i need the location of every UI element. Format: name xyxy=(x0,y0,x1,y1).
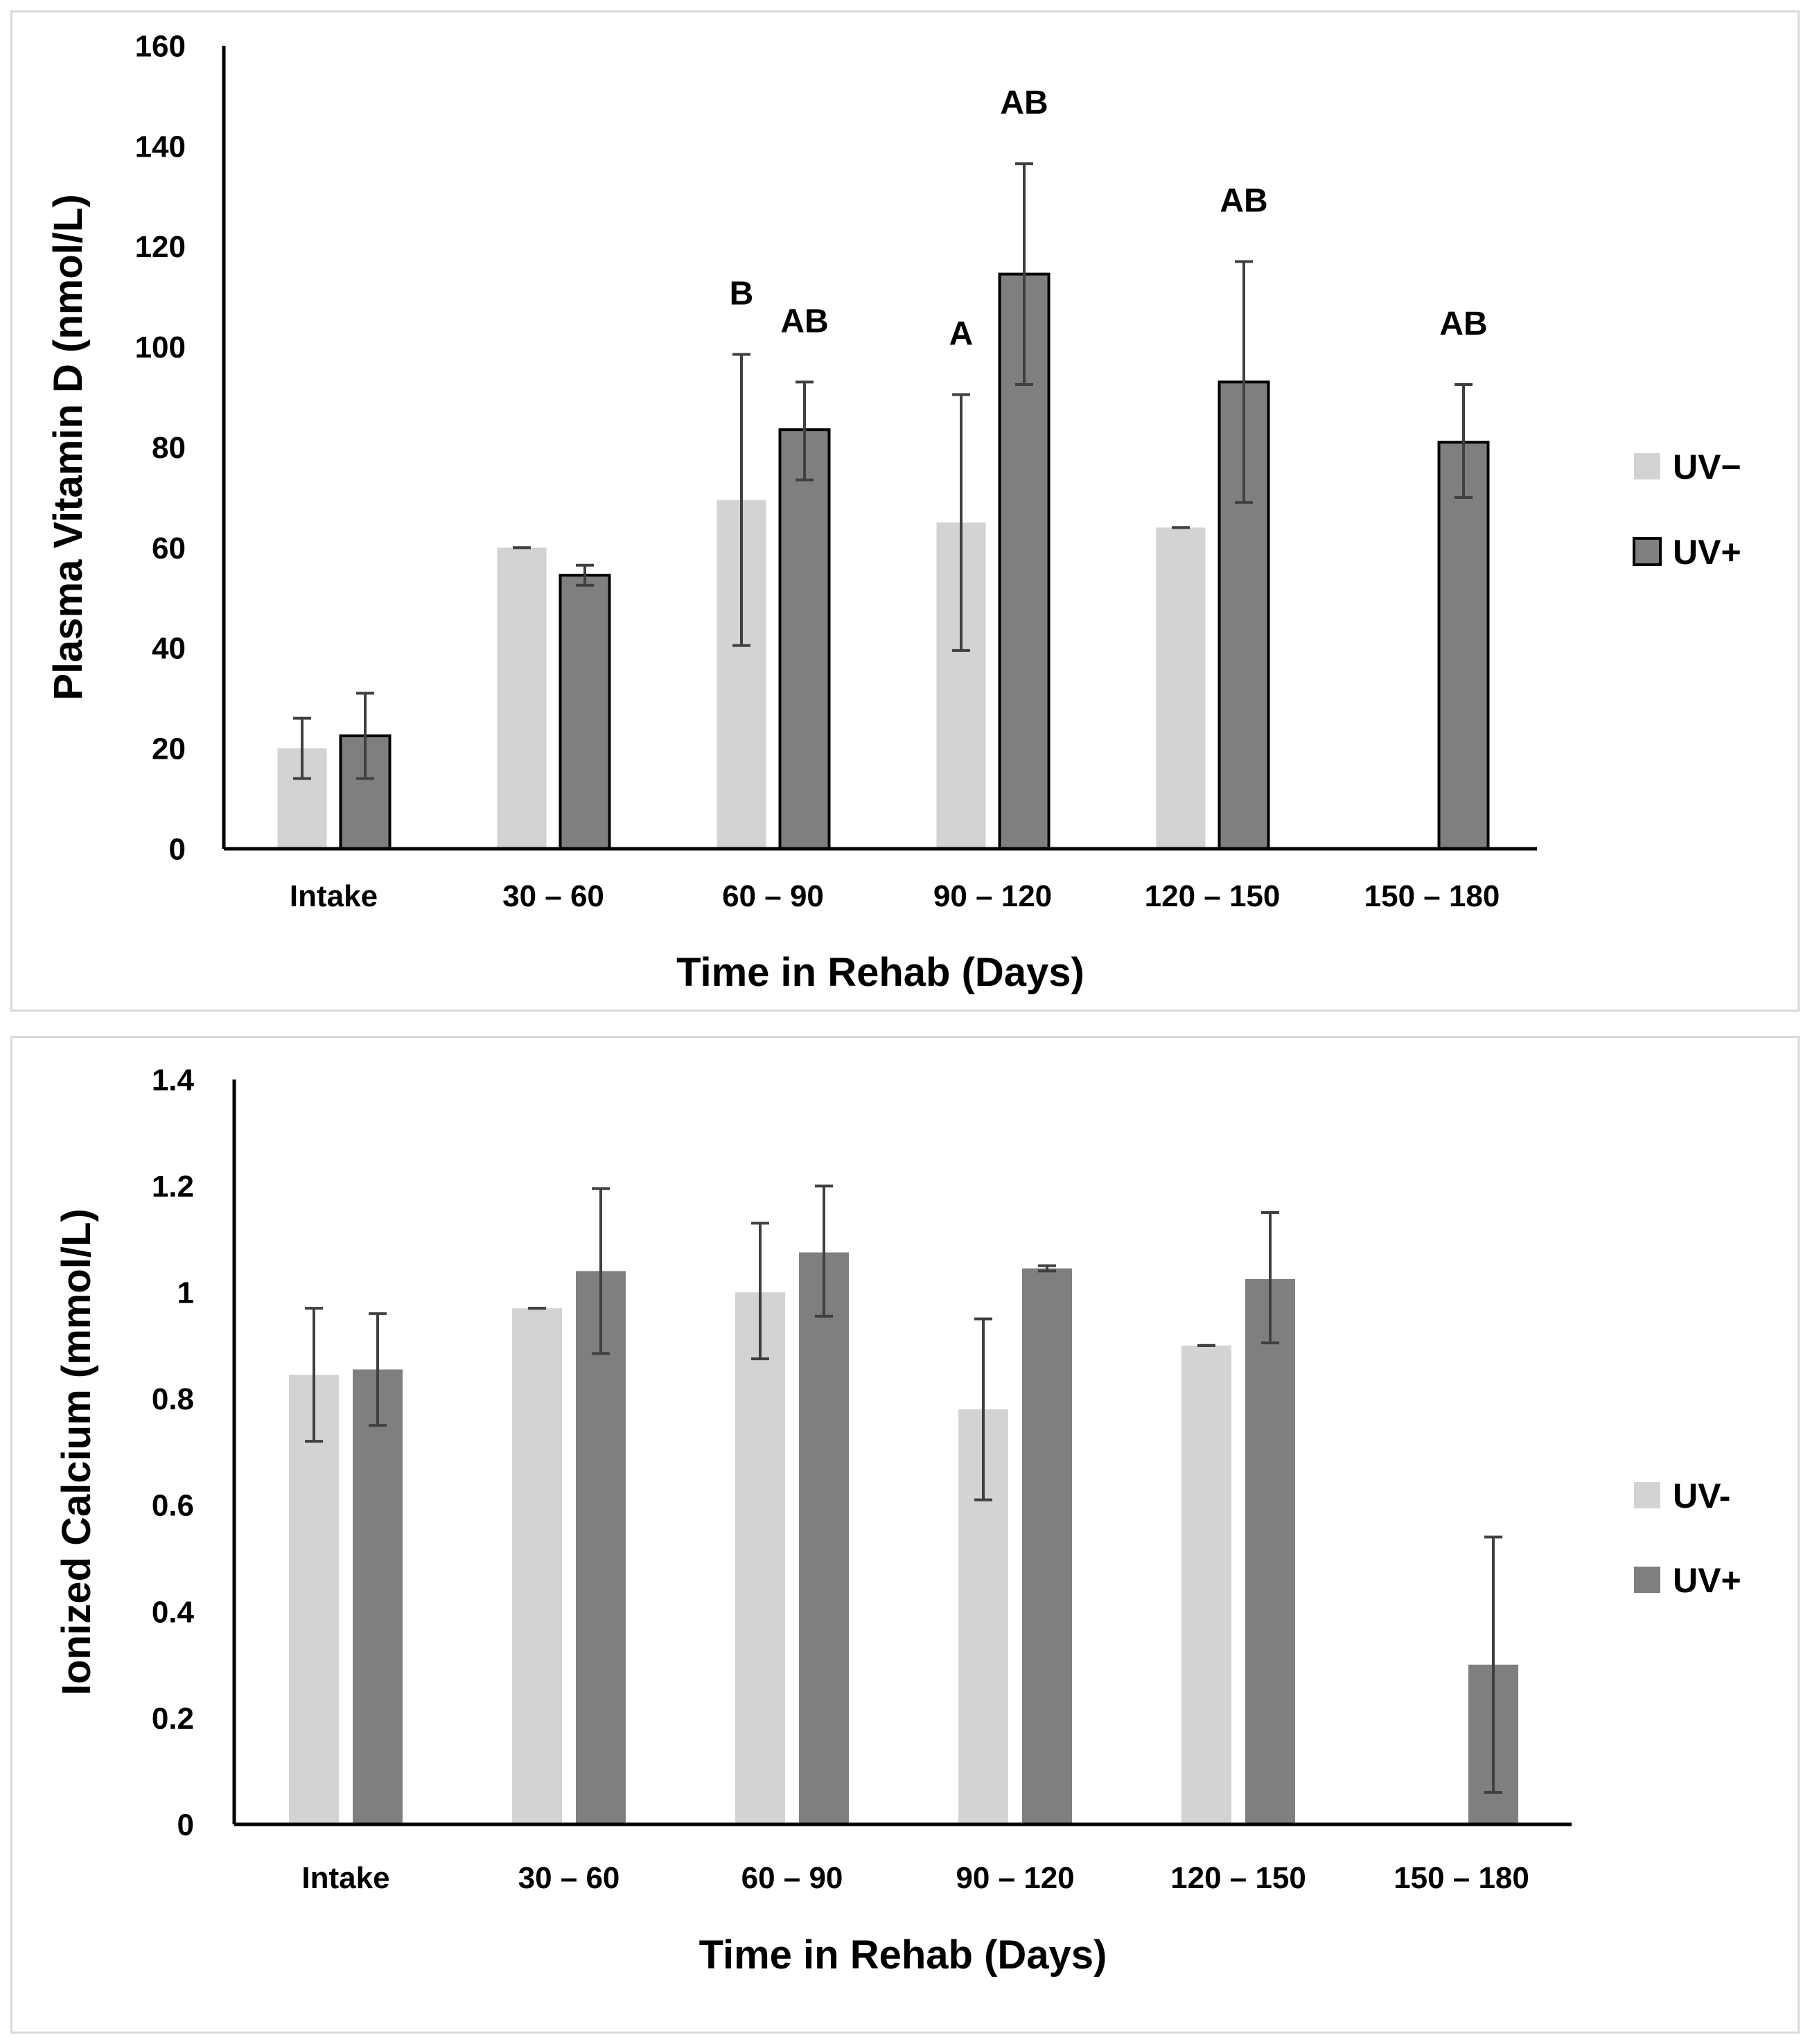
y-tick-label: 60 xyxy=(152,531,186,565)
x-tick-label: Intake xyxy=(301,1861,389,1895)
ionized-calcium-chart-panel: 0 0.2 0.4 0.6 0.8 1 1.2 1.4 Intake 30 – 60 60 – 90… xyxy=(10,1036,1800,2034)
y-tick-label: 1.2 xyxy=(152,1170,194,1204)
y-tick-label: 0.4 xyxy=(152,1595,195,1629)
bar-60-90-series-2 xyxy=(778,428,831,850)
y-tick-label: 40 xyxy=(152,632,186,666)
y-tick-label: 20 xyxy=(152,732,186,766)
ionized-calcium-chart: 0 0.2 0.4 0.6 0.8 1 1.2 1.4 Intake 30 – 60 60 – 90… xyxy=(54,1063,1741,1977)
y-tick-label: 120 xyxy=(135,230,186,264)
legend-label-series-1: UV− xyxy=(1673,448,1741,486)
y-tick-label: 0.6 xyxy=(152,1489,194,1523)
bar-30-60-series-2 xyxy=(576,1271,626,1824)
x-tick-label: 150 – 180 xyxy=(1394,1861,1529,1895)
x-tick-label: 120 – 150 xyxy=(1170,1861,1306,1895)
significance-label: AB xyxy=(1000,85,1048,121)
x-tick-label: 90 – 120 xyxy=(956,1861,1074,1895)
legend-swatch-series-1 xyxy=(1634,1482,1660,1508)
bar-120-150-series-1 xyxy=(1181,1345,1231,1824)
y-axis-title: Plasma Vitamin D (nmol/L) xyxy=(46,194,91,701)
legend-label-series-2: UV+ xyxy=(1673,533,1741,572)
y-tick-label: 1.4 xyxy=(152,1063,195,1097)
bar-60-90-series-1 xyxy=(735,1292,785,1824)
bar-150-180-series-2 xyxy=(1437,441,1490,850)
significance-label: B xyxy=(730,275,754,312)
vitamin-d-chart-panel: 0 20 40 60 80 100 120 140 160 Intake 30 – 60 B AB 60 … xyxy=(10,10,1800,1012)
y-tick-label: 1 xyxy=(177,1276,194,1310)
bar-60-90-series-2 xyxy=(799,1252,849,1824)
x-tick-label: 30 – 60 xyxy=(518,1861,620,1895)
significance-label: AB xyxy=(1220,182,1267,219)
bar-120-150-series-2 xyxy=(1245,1278,1295,1824)
x-tick-label: 150 – 180 xyxy=(1364,879,1500,913)
bar-120-150-series-1 xyxy=(1156,527,1206,849)
x-tick-label: 60 – 90 xyxy=(722,879,824,913)
significance-label: AB xyxy=(1439,306,1487,342)
significance-label: A xyxy=(949,315,974,352)
bar-intake-series-1 xyxy=(289,1375,339,1824)
legend-swatch-series-2 xyxy=(1634,1567,1660,1593)
significance-label: AB xyxy=(780,303,828,340)
legend-swatch-series-1 xyxy=(1634,453,1660,479)
y-tick-label: 0 xyxy=(177,1808,194,1842)
bar-30-60-series-1 xyxy=(512,1308,562,1824)
x-tick-label: 60 – 90 xyxy=(741,1861,843,1895)
y-tick-label: 160 xyxy=(135,29,186,63)
y-tick-label: 0.2 xyxy=(152,1702,194,1736)
x-tick-label: 120 – 150 xyxy=(1145,879,1281,913)
y-tick-label: 140 xyxy=(135,130,186,164)
x-tick-label: 90 – 120 xyxy=(933,879,1052,913)
bar-30-60-series-1 xyxy=(497,547,547,849)
bar-intake-series-2 xyxy=(353,1369,403,1824)
bar-30-60-series-2 xyxy=(559,574,611,850)
y-tick-label: 0.8 xyxy=(152,1382,194,1416)
x-axis-title: Time in Rehab (Days) xyxy=(676,950,1084,995)
x-tick-label: 30 – 60 xyxy=(502,879,604,913)
y-axis-title: Ionized Calcium (mmol/L) xyxy=(54,1208,99,1695)
x-axis-title: Time in Rehab (Days) xyxy=(699,1932,1107,1977)
bar-90-120-series-2 xyxy=(1022,1268,1072,1824)
y-tick-label: 80 xyxy=(152,431,186,465)
legend-label-series-1: UV- xyxy=(1673,1477,1730,1515)
y-tick-label: 100 xyxy=(135,331,186,364)
x-tick-label: Intake xyxy=(290,879,378,913)
vitamin-d-chart: 0 20 40 60 80 100 120 140 160 Intake 30 – 60 B AB 60 … xyxy=(46,29,1741,995)
legend-swatch-series-2 xyxy=(1633,537,1662,566)
legend-label-series-2: UV+ xyxy=(1673,1561,1741,1600)
y-tick-label: 0 xyxy=(169,832,186,866)
